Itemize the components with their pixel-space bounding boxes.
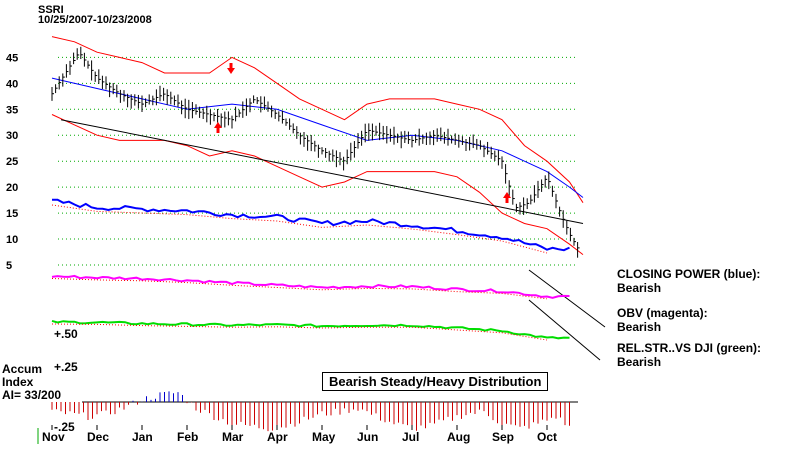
closing-power-line-ma	[51, 204, 548, 254]
rs-value: Bearish	[617, 355, 662, 369]
accum-tick-plus50: +.50	[54, 327, 78, 341]
moving-average	[51, 77, 584, 198]
buy-arrow-sep-head	[503, 192, 511, 198]
trend-lines	[60, 119, 606, 361]
trend-line	[60, 119, 584, 224]
month-label-jul: Jul	[402, 430, 419, 444]
y-tick-20: 20	[6, 182, 18, 194]
y-tick-40: 40	[6, 78, 18, 90]
buy-arrow-feb-head	[214, 122, 222, 128]
moving-average-line	[51, 77, 584, 198]
y-tick-45: 45	[6, 52, 18, 64]
y-tick-25: 25	[6, 156, 18, 168]
upper-band-line	[51, 36, 584, 203]
month-label-feb: Feb	[177, 430, 198, 444]
obv-label: OBV (magenta):	[617, 306, 708, 320]
price-axis-labels: 45 40 35 30 25 20 15 10 5	[6, 52, 18, 272]
obv-trend-line	[528, 269, 606, 328]
accumulation-index-bars	[51, 391, 578, 432]
y-tick-10: 10	[6, 234, 18, 246]
price-bars	[51, 46, 580, 258]
y-tick-5: 5	[6, 260, 12, 272]
y-tick-35: 35	[6, 104, 18, 116]
sell-arrow-feb-head	[227, 68, 235, 74]
buy-arrow-feb-shaft	[216, 128, 220, 133]
signal-arrows	[214, 63, 511, 203]
lower-band-line	[51, 114, 584, 255]
obv-line-ma	[51, 278, 548, 300]
price-grid	[58, 56, 578, 266]
sell-arrow-feb-shaft	[229, 63, 233, 68]
month-label-mar: Mar	[222, 430, 244, 444]
buy-arrow-sep	[503, 192, 511, 203]
y-tick-15: 15	[6, 208, 18, 220]
obv-line	[51, 274, 570, 299]
ticker-symbol: SSRI	[38, 4, 64, 16]
month-label-jan: Jan	[132, 430, 153, 444]
month-label-may: May	[312, 430, 336, 444]
closing-power-line	[52, 198, 570, 252]
rel-str-line	[51, 319, 570, 340]
accum-tick-plus25: +.25	[54, 360, 78, 374]
month-label-aug: Aug	[447, 430, 470, 444]
rs-trend-line	[528, 299, 601, 361]
buy-arrow-sep-shaft	[505, 198, 509, 203]
month-label-apr: Apr	[267, 430, 288, 444]
month-label-oct: Oct	[537, 430, 557, 444]
obv-value: Bearish	[617, 320, 662, 334]
accum-label: Accum	[2, 362, 43, 376]
month-label-dec: Dec	[87, 430, 109, 444]
month-axis-labels: Nov Dec Jan Feb Mar Apr May Jun Jul Aug Sep Oct	[37, 425, 557, 444]
month-label-nov: Nov	[42, 430, 65, 444]
cp-label: CLOSING POWER (blue):	[617, 267, 761, 281]
ai-value: AI= 33/200	[2, 388, 62, 402]
indicator-lines	[51, 198, 570, 341]
buy-arrow-feb	[214, 122, 222, 133]
distribution-banner: Bearish Steady/Heavy Distribution	[322, 372, 549, 391]
date-range: 10/25/2007-10/23/2008	[38, 14, 152, 26]
accum-tick-minus25: -.25	[54, 420, 75, 434]
month-label-sep: Sep	[492, 430, 514, 444]
bollinger-bands	[51, 36, 584, 255]
month-label-jun: Jun	[357, 430, 378, 444]
sell-arrow-feb	[227, 63, 235, 74]
rs-label: REL.STR..VS DJI (green):	[617, 341, 762, 355]
index-label: Index	[2, 375, 34, 389]
cp-value: Bearish	[617, 281, 662, 295]
y-tick-30: 30	[6, 130, 18, 142]
